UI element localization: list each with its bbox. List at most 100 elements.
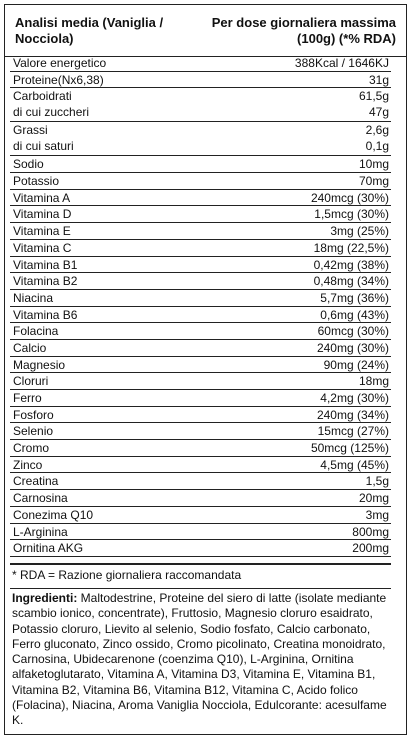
rda-footnote: * RDA = Razione giornaliera raccomandata bbox=[12, 568, 242, 582]
row-label: Carboidrati bbox=[13, 89, 72, 104]
row-value: 31g bbox=[368, 72, 389, 87]
row-label: Vitamina B6 bbox=[13, 307, 78, 322]
row-label: Sodio bbox=[13, 157, 44, 172]
row-label: Calcio bbox=[13, 340, 47, 355]
row-label: Valore energetico bbox=[13, 56, 107, 70]
header-left: Analisi media (Vaniglia / Nocciola) bbox=[15, 15, 205, 47]
row-value: 4,5mg (45%) bbox=[320, 457, 389, 472]
table-row: Grassi 2,6g di cui saturi 0,1g bbox=[10, 122, 391, 157]
nutrition-table: Analisi media (Vaniglia / Nocciola) Per … bbox=[4, 4, 407, 735]
table-row: L-Arginina 800mg bbox=[10, 524, 391, 541]
table-row: Magnesio 90mg (24%) bbox=[10, 357, 391, 374]
row-value: 18mg (22,5%) bbox=[313, 240, 389, 255]
header-right-line1: Per dose giornaliera massima bbox=[211, 15, 396, 30]
table-header: Analisi media (Vaniglia / Nocciola) Per … bbox=[5, 5, 406, 57]
row-label: Vitamina A bbox=[13, 190, 71, 205]
row-label: Fosforo bbox=[13, 407, 54, 422]
row-label: Selenio bbox=[13, 424, 54, 439]
table-row: Niacina 5,7mg (36%) bbox=[10, 290, 391, 307]
rows-divider bbox=[10, 563, 391, 565]
row-value: 61,5g bbox=[358, 89, 389, 104]
row-label: Conezima Q10 bbox=[13, 507, 94, 522]
row-value: 240mg (34%) bbox=[316, 407, 389, 422]
table-row: Vitamina A 240mcg (30%) bbox=[10, 190, 391, 207]
row-value: 50mcg (125%) bbox=[310, 441, 389, 456]
row-value: 800mg bbox=[352, 524, 389, 539]
row-label: Vitamina B2 bbox=[13, 274, 78, 289]
table-row: Vitamina C 18mg (22,5%) bbox=[10, 240, 391, 257]
row-label: Cromo bbox=[13, 441, 50, 456]
row-subvalue: 47g bbox=[368, 105, 389, 120]
row-label: Vitamina B1 bbox=[13, 257, 78, 272]
row-value: 18mg bbox=[358, 374, 389, 389]
row-label: Carnosina bbox=[13, 491, 68, 506]
header-right: Per dose giornaliera massima (100g) (*% … bbox=[196, 15, 396, 47]
row-label: Ferro bbox=[13, 391, 42, 405]
table-row: Cloruri 18mg bbox=[10, 373, 391, 390]
row-label: Zinco bbox=[13, 457, 43, 472]
row-label: Ornitina AKG bbox=[13, 541, 84, 556]
header-right-line2: (100g) (*% RDA) bbox=[297, 31, 396, 46]
table-row: Ornitina AKG 200mg bbox=[10, 540, 391, 557]
row-label: Vitamina D bbox=[13, 207, 72, 222]
header-left-line1: Analisi media (Vaniglia / bbox=[15, 15, 164, 30]
row-value: 0,42mg (38%) bbox=[313, 257, 389, 272]
row-value: 388Kcal / 1646KJ bbox=[294, 56, 389, 70]
row-value: 20mg bbox=[358, 491, 389, 506]
table-row: Cromo 50mcg (125%) bbox=[10, 440, 391, 457]
ingredients-text: Maltodestrine, Proteine del siero di lat… bbox=[12, 591, 387, 728]
row-label: Magnesio bbox=[13, 357, 66, 372]
row-value: 1,5mcg (30%) bbox=[314, 207, 389, 222]
table-row: Creatina 1,5g bbox=[10, 473, 391, 491]
table-row: Carboidrati 61,5g di cui zuccheri 47g bbox=[10, 88, 391, 123]
ingredients-divider bbox=[10, 588, 391, 589]
header-left-line2: Nocciola) bbox=[15, 31, 74, 46]
row-label: Vitamina E bbox=[13, 224, 71, 239]
row-label: L-Arginina bbox=[13, 524, 68, 539]
row-sublabel: di cui saturi bbox=[13, 139, 74, 154]
table-row: Vitamina B6 0,6mg (43%) bbox=[10, 307, 391, 324]
row-value: 70mg bbox=[358, 174, 389, 189]
row-value: 0,6mg (43%) bbox=[320, 307, 389, 322]
row-value: 5,7mg (36%) bbox=[320, 290, 389, 305]
table-row: Potassio 70mg bbox=[10, 173, 391, 190]
table-row: Folacina 60mcg (30%) bbox=[10, 323, 391, 340]
nutrient-rows: Valore energetico 388Kcal / 1646KJ Protein… bbox=[10, 55, 391, 557]
table-row: Vitamina D 1,5mcg (30%) bbox=[10, 206, 391, 224]
row-value: 0,48mg (34%) bbox=[313, 274, 389, 289]
table-row: Conezima Q10 3mg bbox=[10, 507, 391, 524]
row-value: 15mcg (27%) bbox=[317, 424, 389, 439]
ingredients-block: Ingredienti: Maltodestrine, Proteine del… bbox=[12, 591, 390, 729]
row-value: 3mg bbox=[365, 507, 389, 522]
row-value: 200mg bbox=[352, 541, 389, 556]
row-label: Cloruri bbox=[13, 374, 49, 389]
row-value: 60mcg (30%) bbox=[317, 324, 389, 339]
row-label: Creatina bbox=[13, 474, 59, 489]
row-value: 240mcg (30%) bbox=[310, 190, 389, 205]
row-sublabel: di cui zuccheri bbox=[13, 105, 90, 120]
table-row: Zinco 4,5mg (45%) bbox=[10, 457, 391, 474]
row-label: Folacina bbox=[13, 324, 59, 339]
row-label: Niacina bbox=[13, 290, 54, 305]
row-value: 90mg (24%) bbox=[323, 357, 389, 372]
row-value: 4,2mg (30%) bbox=[320, 391, 389, 405]
table-row: Proteine(Nx6,38) 31g bbox=[10, 72, 391, 89]
table-row: Fosforo 240mg (34%) bbox=[10, 407, 391, 424]
ingredients-title: Ingredienti: bbox=[12, 591, 78, 605]
row-label: Grassi bbox=[13, 123, 48, 138]
table-row: Vitamina B2 0,48mg (34%) bbox=[10, 273, 391, 290]
table-row: Ferro 4,2mg (30%) bbox=[10, 390, 391, 407]
table-row: Selenio 15mcg (27%) bbox=[10, 423, 391, 441]
table-row: Sodio 10mg bbox=[10, 156, 391, 174]
table-row: Carnosina 20mg bbox=[10, 490, 391, 507]
row-subvalue: 0,1g bbox=[365, 139, 389, 154]
row-value: 3mg (25%) bbox=[330, 224, 389, 239]
row-value: 10mg bbox=[358, 157, 389, 172]
row-value: 1,5g bbox=[365, 474, 389, 489]
table-row: Vitamina E 3mg (25%) bbox=[10, 223, 391, 240]
row-label: Potassio bbox=[13, 174, 60, 189]
row-label: Vitamina C bbox=[13, 240, 72, 255]
row-value: 240mg (30%) bbox=[316, 340, 389, 355]
table-row: Valore energetico 388Kcal / 1646KJ bbox=[10, 55, 391, 72]
row-value: 2,6g bbox=[365, 123, 389, 138]
